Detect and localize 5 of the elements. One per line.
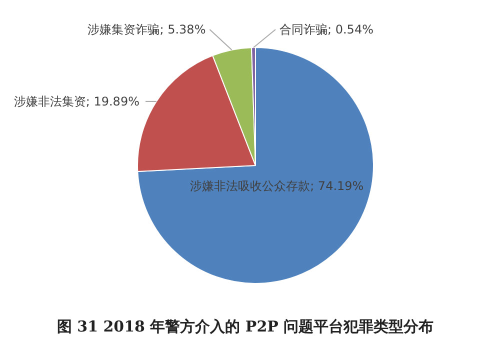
text: 图 31 2018 年警方介入的 P2P 问题平台犯罪类型分布	[56, 318, 434, 336]
slice-label: 合同诈骗; 0.54%	[280, 22, 374, 36]
slice-label: 涉嫌非法集资; 19.89%	[14, 94, 140, 108]
slice-label: 涉嫌集资诈骗; 5.38%	[88, 22, 206, 36]
slice-label: 涉嫌非法吸收公众存款; 74.19%	[190, 178, 364, 193]
